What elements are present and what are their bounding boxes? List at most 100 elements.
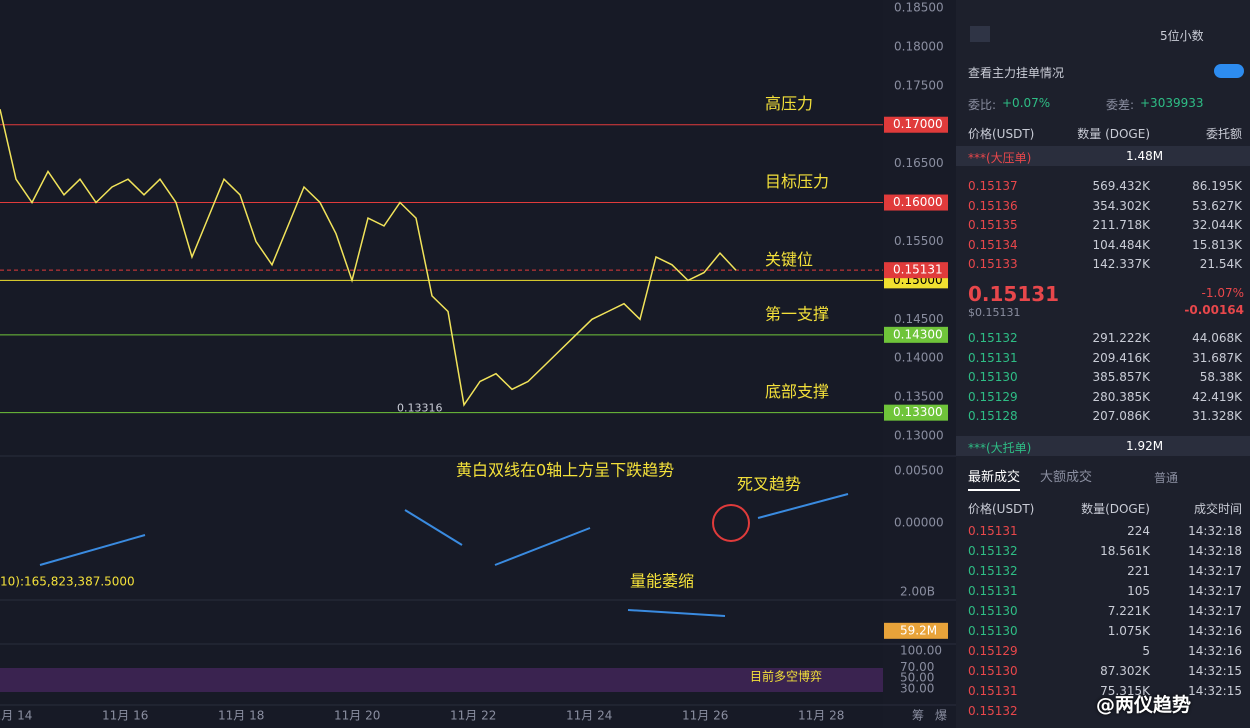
big-bid-label: ***(大托单) (968, 441, 1032, 455)
ask-row: 0.15133 142.337K 21.54K (968, 254, 1244, 274)
y-tick-label: 0.00500 (894, 464, 944, 478)
chart: 黄白双线在0轴上方呈下跌趋势 死叉趋势 10):165,823,387.5000… (0, 0, 956, 728)
tab[interactable]: 大额成交 (1040, 470, 1093, 485)
cell: 207.086K (1092, 409, 1151, 424)
cell: 31.687K (1192, 350, 1242, 365)
big-ask-value: 1.48M (1126, 149, 1164, 163)
trade-row: 0.15129 5 14:32:16 (968, 641, 1244, 661)
y-tick-label: 0.13000 (894, 429, 944, 443)
cell: 0.15134 (968, 237, 1018, 252)
cell: 0.15132 (968, 704, 1018, 718)
cell: 15.813K (1192, 237, 1242, 252)
cell: 0.15132 (968, 544, 1018, 558)
y-tick-label: 0.17500 (894, 78, 944, 92)
x-tick-label: 11月 18 (218, 709, 264, 723)
cell: 14:32:17 (1188, 564, 1242, 578)
x-tick-label: 11月 24 (566, 709, 612, 723)
cell: 221 (1127, 564, 1150, 578)
last-usd: $0.15131 (968, 306, 1021, 319)
arrow (494, 527, 591, 566)
diff: +3039933 (1140, 96, 1204, 110)
cell: 105 (1127, 584, 1150, 598)
level-name: 目标压力 (765, 172, 829, 191)
cell: 224 (1127, 524, 1150, 538)
ask-row: 0.15136 354.302K 53.627K (968, 196, 1244, 216)
ask-row: 0.15135 211.718K 32.044K (968, 215, 1244, 235)
main-orders[interactable]: 查看主力挂单情况 (968, 66, 1065, 80)
big-bid: ***(大托单) 1.92M (956, 436, 1250, 456)
cell: 1.075K (1107, 624, 1150, 638)
order-panel: 5位小数 查看主力挂单情况 委比: +0.07% 委差: +3039933 价格… (956, 0, 1250, 728)
arrow (39, 534, 146, 566)
cell: 354.302K (1092, 198, 1151, 213)
cell: 0.15135 (968, 218, 1018, 233)
x-tick-label: 11月 22 (450, 709, 496, 723)
corner-label: 爆 (935, 709, 947, 723)
last-price: 0.15131 (968, 282, 1060, 306)
trade-row: 0.15132 (968, 701, 1244, 721)
cell: 104.484K (1092, 237, 1151, 252)
cell: 0.15130 (968, 664, 1018, 678)
header: 数量 (DOGE) (1077, 127, 1150, 141)
x-tick-label: 11月 26 (682, 709, 728, 723)
cell: 0.15128 (968, 409, 1018, 424)
cell: 0.15133 (968, 257, 1018, 272)
header: 成交时间 (1193, 502, 1242, 516)
price-tag (884, 262, 948, 279)
cell: 14:32:17 (1188, 584, 1242, 598)
cell: 142.337K (1092, 257, 1151, 272)
x-tick-label: 11月 14 (0, 709, 32, 723)
y-tick-label: 50.00 (900, 671, 934, 685)
bid-row: 0.15128 207.086K 31.328K (968, 406, 1244, 426)
cell: 31.328K (1192, 409, 1242, 424)
cross-note: 死叉趋势 (737, 475, 801, 494)
y-tick-label: 0.16500 (894, 156, 944, 170)
price-tag-label: 0.14300 (893, 327, 943, 341)
cell: 211.718K (1092, 218, 1151, 233)
level-name: 高压力 (765, 94, 813, 113)
cell: 291.222K (1092, 331, 1151, 345)
layout-tab[interactable] (970, 26, 990, 42)
ask-row: 0.15137 569.432K 86.195K (968, 176, 1244, 196)
price-tag (884, 116, 948, 133)
bid-row: 0.15131 209.416K 31.687K (968, 348, 1244, 368)
cell: 87.302K (1100, 664, 1150, 678)
trade-row: 0.15130 1.075K 14:32:16 (968, 621, 1244, 641)
cell: 14:32:18 (1188, 524, 1242, 538)
cell: 0.15136 (968, 198, 1018, 213)
change-pct: -1.07% (1201, 286, 1244, 300)
cell: 0.15132 (968, 564, 1018, 578)
tab[interactable]: 最新成交 (968, 466, 1021, 491)
indicator-text: 10):165,823,387.5000 (0, 575, 135, 589)
x-tick-label: 11月 28 (798, 709, 844, 723)
ratio-label: 委比: (968, 98, 997, 112)
corner-label: 筹 (912, 709, 924, 723)
precision[interactable]: 5位小数 (1160, 29, 1204, 43)
cell: 0.15130 (968, 624, 1018, 638)
cell: 0.15131 (968, 524, 1018, 538)
cell: 14:32:16 (1188, 624, 1242, 638)
cell: 44.068K (1192, 331, 1242, 345)
cell: 14:32:18 (1188, 544, 1242, 558)
trade-row: 0.15130 7.221K 14:32:17 (968, 601, 1244, 621)
volume-current: 59.2M (900, 623, 937, 637)
bid-row: 0.15130 385.857K 58.38K (968, 367, 1244, 387)
arrow (404, 509, 463, 546)
y-tick-label: 0.14500 (894, 312, 944, 326)
y-tick-label: 100.00 (900, 644, 942, 658)
arrow (757, 493, 849, 519)
y-tick-label: 0.18000 (894, 39, 944, 53)
filter[interactable]: 普通 (1154, 471, 1179, 485)
toggle[interactable] (1214, 64, 1244, 78)
cell: 21.54K (1199, 257, 1242, 272)
y-tick-label: 0.15500 (894, 234, 944, 248)
cell: 58.38K (1199, 370, 1242, 385)
cell: 18.561K (1100, 544, 1150, 558)
price-tag (884, 326, 948, 343)
cell: 280.385K (1092, 389, 1151, 404)
cell: 0.15132 (968, 331, 1018, 345)
chart-bg (0, 0, 883, 728)
big-bid-value: 1.92M (1126, 439, 1164, 453)
y-tick-label: 2.00B (900, 585, 935, 599)
y-tick-label: 70.00 (900, 660, 934, 674)
